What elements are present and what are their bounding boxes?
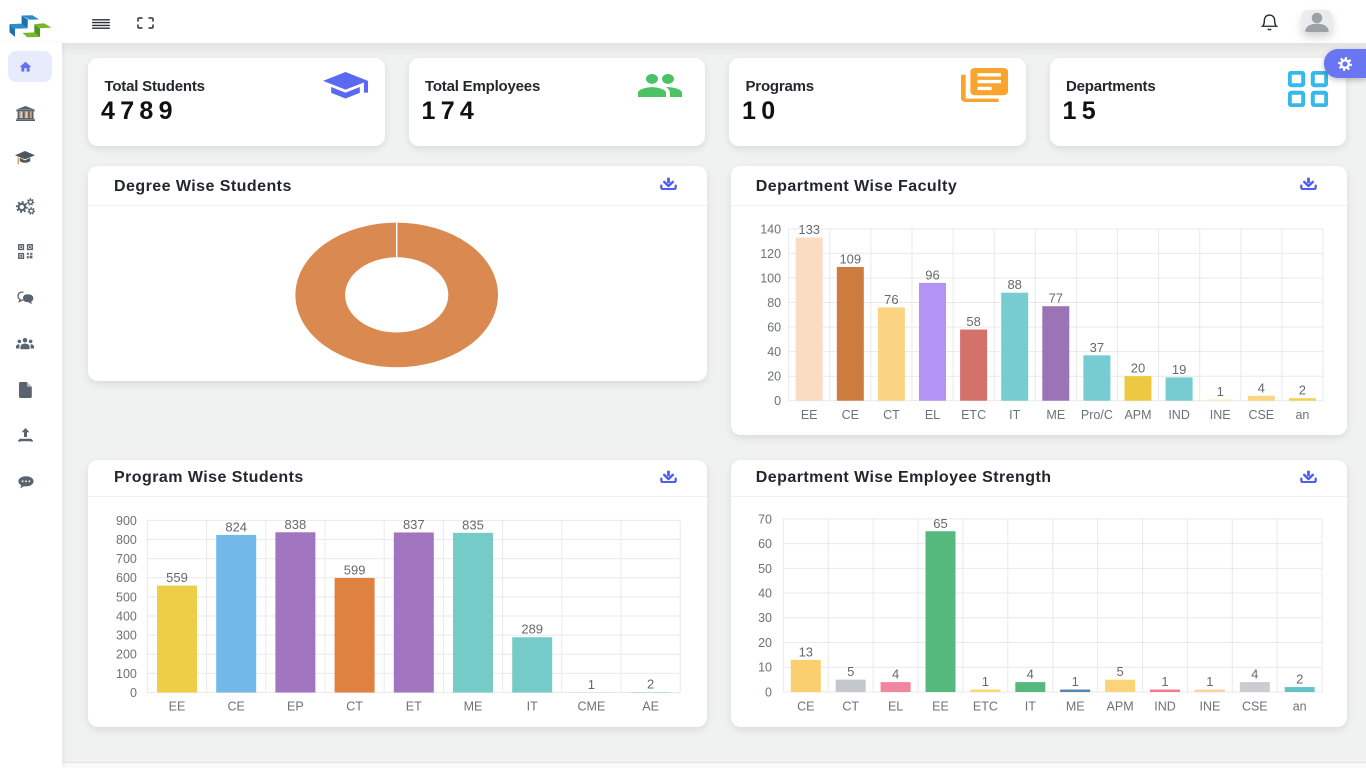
svg-text:600: 600 [116, 571, 137, 585]
svg-text:20: 20 [767, 370, 781, 384]
svg-text:10: 10 [758, 661, 772, 675]
svg-text:5: 5 [847, 664, 854, 679]
svg-text:77: 77 [1048, 291, 1062, 306]
svg-text:4: 4 [891, 667, 898, 682]
svg-text:76: 76 [884, 292, 898, 307]
svg-text:1: 1 [981, 674, 988, 689]
svg-text:0: 0 [130, 686, 137, 700]
svg-text:50: 50 [758, 562, 772, 576]
svg-text:300: 300 [116, 629, 137, 643]
svg-text:60: 60 [767, 321, 781, 335]
svg-text:4: 4 [1257, 380, 1264, 395]
svg-text:CE: CE [841, 408, 858, 422]
svg-text:200: 200 [116, 648, 137, 662]
svg-text:400: 400 [116, 609, 137, 623]
svg-text:IND: IND [1154, 700, 1176, 714]
svg-text:an: an [1292, 700, 1306, 714]
svg-text:40: 40 [758, 587, 772, 601]
svg-text:EE: EE [169, 700, 186, 714]
svg-text:2: 2 [1296, 672, 1303, 687]
svg-text:1: 1 [1071, 674, 1078, 689]
svg-text:ETC: ETC [961, 408, 986, 422]
svg-text:1: 1 [1216, 384, 1223, 399]
svg-text:900: 900 [116, 514, 137, 528]
svg-text:133: 133 [798, 222, 820, 237]
svg-text:IND: IND [1168, 408, 1190, 422]
svg-text:824: 824 [225, 519, 247, 534]
svg-text:2: 2 [1298, 383, 1305, 398]
svg-text:1: 1 [1206, 674, 1213, 689]
svg-text:700: 700 [116, 552, 137, 566]
svg-text:AE: AE [642, 700, 659, 714]
svg-text:0: 0 [774, 394, 781, 408]
svg-text:559: 559 [166, 570, 188, 585]
svg-text:599: 599 [344, 563, 366, 578]
svg-text:Pro/C: Pro/C [1080, 408, 1112, 422]
svg-text:ME: ME [464, 700, 483, 714]
svg-text:CSE: CSE [1241, 700, 1267, 714]
svg-text:ME: ME [1065, 700, 1084, 714]
svg-text:70: 70 [758, 512, 772, 526]
svg-text:EE: EE [932, 700, 949, 714]
svg-text:5: 5 [1116, 664, 1123, 679]
svg-text:IT: IT [1024, 700, 1035, 714]
svg-text:ETC: ETC [972, 700, 997, 714]
svg-text:EE: EE [800, 408, 817, 422]
svg-text:19: 19 [1171, 362, 1185, 377]
svg-text:IT: IT [527, 700, 538, 714]
svg-text:13: 13 [798, 644, 812, 659]
svg-text:60: 60 [758, 537, 772, 551]
svg-text:837: 837 [403, 517, 425, 532]
svg-text:CT: CT [346, 700, 363, 714]
svg-text:500: 500 [116, 590, 137, 604]
svg-text:an: an [1295, 408, 1309, 422]
svg-text:838: 838 [285, 517, 307, 532]
svg-text:65: 65 [933, 516, 947, 531]
svg-text:4: 4 [1251, 667, 1258, 682]
svg-text:CT: CT [842, 700, 859, 714]
svg-text:96: 96 [925, 267, 939, 282]
svg-text:120: 120 [760, 247, 781, 261]
svg-text:100: 100 [116, 667, 137, 681]
svg-text:40: 40 [767, 345, 781, 359]
svg-text:EL: EL [924, 408, 939, 422]
svg-text:80: 80 [767, 296, 781, 310]
svg-text:20: 20 [1130, 361, 1144, 376]
svg-text:1: 1 [1161, 674, 1168, 689]
svg-text:30: 30 [758, 611, 772, 625]
svg-text:INE: INE [1199, 700, 1220, 714]
svg-text:ME: ME [1046, 408, 1065, 422]
svg-text:ET: ET [406, 700, 422, 714]
svg-text:140: 140 [760, 222, 781, 236]
svg-text:100: 100 [760, 271, 781, 285]
svg-text:58: 58 [966, 314, 980, 329]
svg-text:88: 88 [1007, 277, 1021, 292]
svg-text:37: 37 [1089, 340, 1103, 355]
svg-text:CE: CE [797, 700, 814, 714]
svg-text:4: 4 [1026, 667, 1033, 682]
svg-text:IT: IT [1009, 408, 1020, 422]
svg-text:2: 2 [647, 677, 654, 692]
svg-text:289: 289 [521, 622, 543, 637]
svg-text:APM: APM [1106, 700, 1133, 714]
svg-text:20: 20 [758, 636, 772, 650]
svg-text:1: 1 [588, 677, 595, 692]
svg-text:CME: CME [578, 700, 606, 714]
svg-text:CE: CE [228, 700, 245, 714]
svg-text:0: 0 [765, 685, 772, 699]
svg-text:800: 800 [116, 533, 137, 547]
svg-text:EP: EP [287, 700, 304, 714]
svg-text:CT: CT [883, 408, 900, 422]
svg-text:APM: APM [1124, 408, 1151, 422]
svg-text:EL: EL [887, 700, 902, 714]
svg-text:INE: INE [1209, 408, 1230, 422]
svg-text:835: 835 [462, 517, 484, 532]
svg-text:CSE: CSE [1248, 408, 1274, 422]
svg-text:109: 109 [839, 251, 861, 266]
